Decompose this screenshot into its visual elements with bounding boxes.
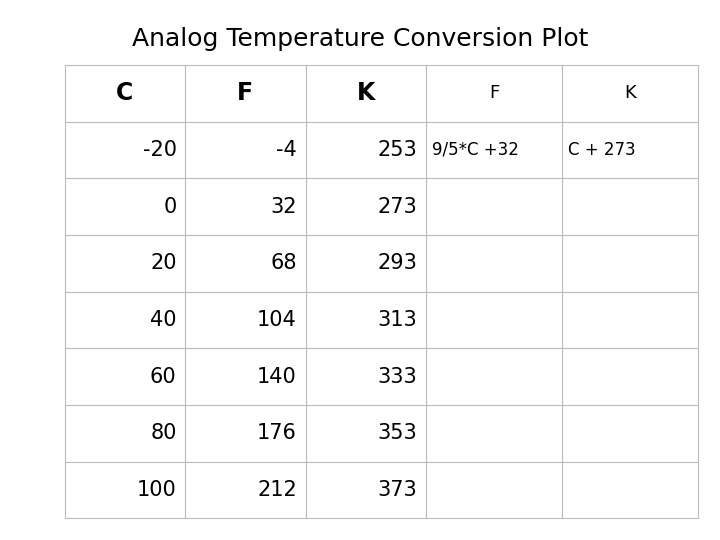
Text: 313: 313 [377, 310, 418, 330]
Text: 253: 253 [377, 140, 418, 160]
Text: C: C [117, 81, 134, 105]
Text: F: F [489, 84, 499, 102]
Text: 273: 273 [377, 197, 418, 217]
Text: 20: 20 [150, 253, 176, 273]
Text: 100: 100 [137, 480, 176, 500]
Text: K: K [624, 84, 636, 102]
Text: K: K [356, 81, 375, 105]
Text: 333: 333 [377, 367, 418, 387]
Text: 80: 80 [150, 423, 176, 443]
Text: 373: 373 [377, 480, 418, 500]
Text: 60: 60 [150, 367, 176, 387]
Text: -4: -4 [276, 140, 297, 160]
Text: -20: -20 [143, 140, 176, 160]
Text: 32: 32 [271, 197, 297, 217]
Text: 212: 212 [257, 480, 297, 500]
Text: F: F [238, 81, 253, 105]
Text: 40: 40 [150, 310, 176, 330]
Bar [65, 65, 698, 518]
Text: Analog Temperature Conversion Plot: Analog Temperature Conversion Plot [132, 27, 588, 51]
Text: 176: 176 [257, 423, 297, 443]
Text: 353: 353 [377, 423, 418, 443]
Text: 140: 140 [257, 367, 297, 387]
Text: 0: 0 [163, 197, 176, 217]
Text: 9/5*C +32: 9/5*C +32 [432, 141, 518, 159]
Text: 293: 293 [377, 253, 418, 273]
Text: C + 273: C + 273 [568, 141, 636, 159]
Text: 104: 104 [257, 310, 297, 330]
Text: 68: 68 [271, 253, 297, 273]
